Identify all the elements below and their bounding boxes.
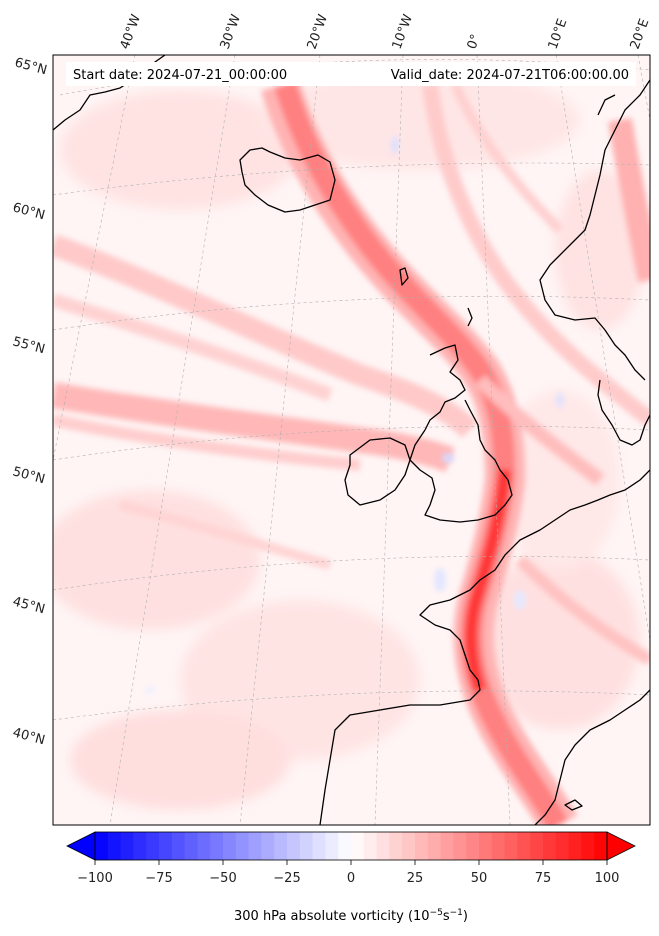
britain-coast: [409, 399, 513, 523]
colorbar-segment: [440, 832, 454, 860]
colorbar-tick-label: −50: [209, 871, 236, 886]
colorbar-segment: [530, 832, 544, 860]
colorbar-segment: [95, 832, 109, 860]
colorbar-segment: [312, 832, 326, 860]
colorbar-segment: [555, 832, 570, 860]
ireland-coast: [344, 437, 411, 506]
faroe-islands: [399, 267, 409, 286]
vorticity-field: [53, 70, 645, 810]
colorbar-segment: [581, 832, 595, 860]
colorbar-segment: [133, 832, 147, 860]
colorbar-segment: [504, 832, 518, 860]
colorbar-segment: [210, 832, 224, 860]
lat-label-50n: 50°N: [11, 464, 47, 487]
iberia-east-coast: [534, 689, 650, 825]
denmark-coast: [597, 379, 650, 446]
lon-label-40w: 40°W: [118, 12, 144, 51]
colorbar-segment: [146, 832, 160, 860]
main-jet-streak: [260, 79, 650, 825]
lon-label-10e: 10°E: [546, 17, 571, 52]
colorbar-extend-min: [66, 831, 96, 861]
colorbar-segment: [491, 832, 506, 860]
colorbar-segment: [338, 832, 352, 860]
colorbar-tick-label: 50: [471, 871, 488, 886]
colorbar-segment: [351, 832, 365, 860]
colorbar-segment: [120, 832, 134, 860]
map-panel: Start date: 2024-07-21_00:00:00 Valid_da…: [53, 55, 650, 825]
colorbar-segment: [543, 832, 557, 860]
colorbar-segment: [261, 832, 275, 860]
colorbar-segment: [517, 832, 531, 860]
lon-label-0: 0°: [465, 32, 484, 51]
colorbar-segment: [107, 832, 122, 860]
colorbar-segment: [235, 832, 250, 860]
colorbar-segment: [376, 832, 390, 860]
start-date-text: Start date: 2024-07-21_00:00:00: [73, 68, 287, 83]
colorbar-segment: [299, 832, 314, 860]
balearic-islands: [564, 799, 583, 811]
lat-label-60n: 60°N: [11, 200, 47, 223]
colorbar-segment: [415, 832, 429, 860]
lat-label-45n: 45°N: [11, 594, 47, 617]
colorbar-segment: [248, 832, 262, 860]
colorbar-segment: [274, 832, 288, 860]
colorbar-segment: [389, 832, 403, 860]
lon-label-20w: 20°W: [305, 12, 331, 51]
colorbar-segments: [66, 831, 636, 861]
colorbar-segment: [594, 832, 608, 860]
latitude-labels: 65°N 60°N 55°N 50°N 45°N 40°N: [11, 55, 49, 748]
colorbar-segment: [197, 832, 211, 860]
map-header-box: [66, 62, 636, 86]
colorbar-label: 300 hPa absolute vorticity (10−5s−1): [234, 908, 468, 924]
colorbar-segment: [568, 832, 582, 860]
scotland-coast: [424, 344, 466, 431]
colorbar-segment: [479, 832, 493, 860]
lon-label-30w: 30°W: [218, 12, 244, 51]
lat-label-55n: 55°N: [11, 334, 47, 357]
colorbar-tick-label: −100: [77, 871, 113, 886]
colorbar-segment: [287, 832, 301, 860]
negative-vorticity-patches: [145, 136, 564, 694]
colorbar-segment: [427, 832, 442, 860]
colorbar-segment: [184, 832, 198, 860]
valid-date-text: Valid_date: 2024-07-21T06:00:00.00: [391, 68, 629, 83]
coastlines: [53, 55, 650, 825]
scandinavia-coast: [539, 79, 650, 381]
colorbar-tick-label: −75: [145, 871, 172, 886]
continental-coast: [319, 469, 650, 825]
map-frame: [52, 54, 651, 826]
lon-label-20e: 20°E: [628, 17, 653, 52]
colorbar-segment: [159, 832, 173, 860]
colorbar-tick-label: 0: [347, 871, 355, 886]
lat-label-40n: 40°N: [11, 725, 47, 748]
colorbar-tick-label: 25: [407, 871, 424, 886]
colorbar-extend-max: [606, 831, 636, 861]
colorbar-tick-label: 75: [535, 871, 552, 886]
colorbar-ticks: −100 −75 −50 −25 0 25 50 75 100: [77, 860, 619, 886]
lat-label-65n: 65°N: [13, 55, 49, 78]
colorbar-segment: [325, 832, 339, 860]
scandinavia-east: [597, 94, 616, 116]
colorbar-segment: [363, 832, 378, 860]
longitude-labels: 40°W 30°W 20°W 10°W 0° 10°E 20°E: [118, 12, 653, 51]
colorbar-segment: [402, 832, 416, 860]
colorbar-segment: [223, 832, 237, 860]
colorbar-segment: [453, 832, 467, 860]
colorbar: −100 −75 −50 −25 0 25 50 75 100 300 hPa absolute…: [66, 831, 636, 924]
graticule: [53, 55, 650, 825]
colorbar-tick-label: 100: [595, 871, 620, 886]
lon-label-10w: 10°W: [390, 12, 416, 51]
colorbar-segment: [466, 832, 480, 860]
orkney-shetland: [467, 307, 473, 327]
iceland-coast: [239, 147, 336, 213]
colorbar-tick-label: −25: [273, 871, 300, 886]
colorbar-segment: [171, 832, 186, 860]
